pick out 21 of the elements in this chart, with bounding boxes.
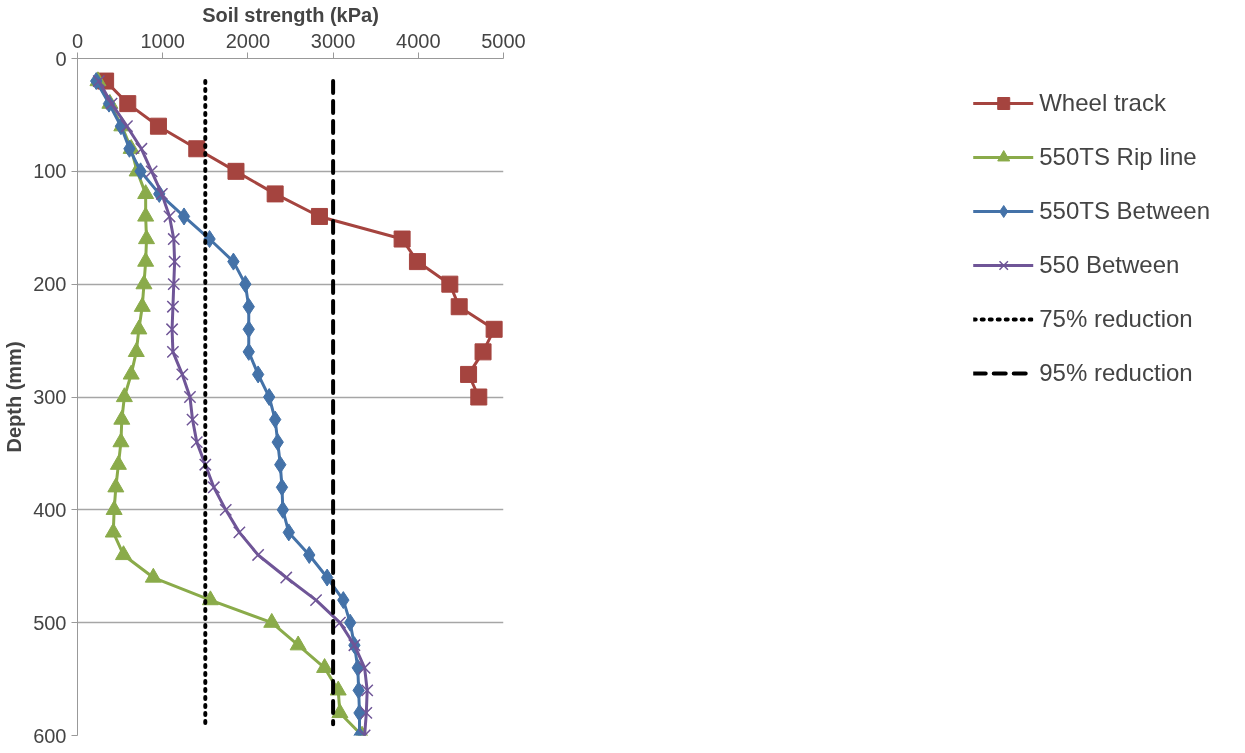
y-tick-label: 600 — [33, 724, 67, 747]
y-tick-label: 200 — [33, 273, 67, 296]
x-tick-label: 1000 — [140, 29, 185, 52]
legend-label: 550 Between — [1039, 251, 1180, 279]
y-axis-title: Depth (mm) — [3, 341, 26, 453]
x-tick-label: 3000 — [310, 29, 356, 52]
legend-label: 95% reduction — [1039, 359, 1193, 387]
legend-label: 75% reduction — [1039, 305, 1193, 333]
y-tick-label: 0 — [55, 47, 67, 70]
legend-label: 550TS Between — [1039, 197, 1210, 225]
y-tick-label: 300 — [33, 386, 67, 408]
x-tick-label: 2000 — [225, 29, 271, 52]
x-tick-label: 5000 — [481, 29, 526, 52]
legend-label: Wheel track — [1039, 89, 1166, 117]
y-tick-label: 400 — [33, 498, 67, 521]
legend-label: 550TS Rip line — [1039, 143, 1197, 171]
x-axis-title: Soil strength (kPa) — [202, 3, 379, 26]
y-tick-label: 100 — [33, 160, 67, 183]
y-tick-label: 500 — [33, 611, 67, 634]
x-tick-label: 0 — [71, 29, 84, 52]
x-tick-label: 4000 — [396, 29, 441, 52]
